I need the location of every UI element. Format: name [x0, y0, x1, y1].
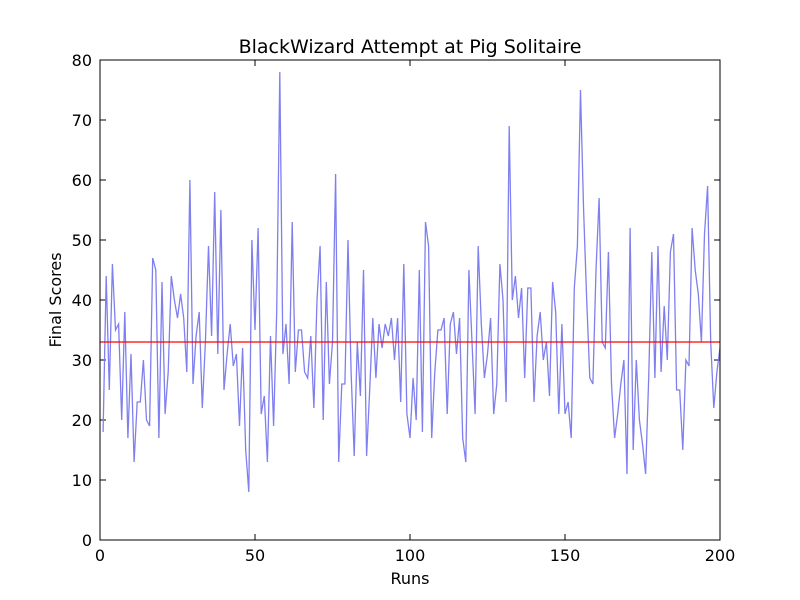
x-axis-label: Runs [390, 569, 429, 588]
x-tick-label: 0 [95, 546, 105, 565]
y-tick-label: 0 [82, 531, 92, 550]
x-tick-label: 100 [395, 546, 426, 565]
x-tick-label: 150 [550, 546, 581, 565]
x-tick-label: 50 [245, 546, 265, 565]
y-axis-label: Final Scores [46, 252, 65, 347]
data-line [102, 71, 721, 493]
y-tick-label: 30 [72, 351, 92, 370]
x-tick-label: 200 [705, 546, 736, 565]
y-tick-label: 80 [72, 51, 92, 70]
chart-title: BlackWizard Attempt at Pig Solitaire [239, 36, 582, 58]
y-tick-label: 70 [72, 111, 92, 130]
plot-frame [99, 59, 721, 541]
y-tick-label: 20 [72, 411, 92, 430]
y-tick-label: 40 [72, 291, 92, 310]
y-tick-label: 60 [72, 171, 92, 190]
y-tick-label: 10 [72, 471, 92, 490]
y-tick-label: 50 [72, 231, 92, 250]
